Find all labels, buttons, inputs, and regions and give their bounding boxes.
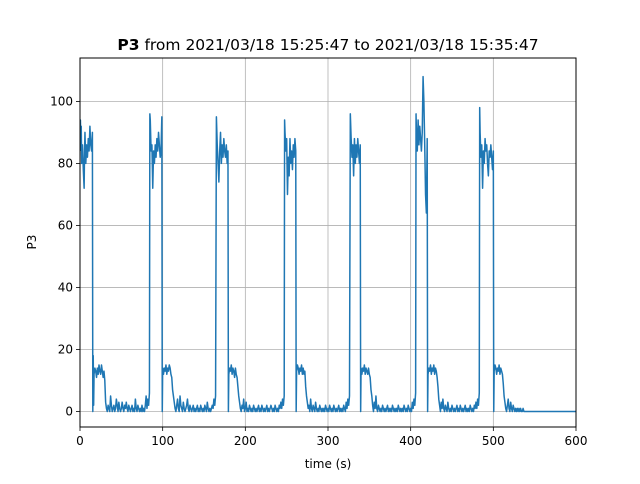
x-tick-label: 600 bbox=[565, 434, 588, 448]
chart-title: P3 from 2021/03/18 15:25:47 to 2021/03/1… bbox=[117, 36, 538, 54]
chart-title-rest: from 2021/03/18 15:25:47 to 2021/03/18 1… bbox=[140, 36, 539, 54]
x-tick-label: 0 bbox=[76, 434, 84, 448]
y-tick-label: 0 bbox=[65, 404, 73, 418]
x-tick-label: 400 bbox=[399, 434, 422, 448]
y-tick-label: 100 bbox=[50, 94, 73, 108]
x-axis-label: time (s) bbox=[305, 457, 352, 471]
y-tick-label: 20 bbox=[58, 342, 73, 356]
x-tick-label: 100 bbox=[151, 434, 174, 448]
y-tick-label: 40 bbox=[58, 280, 73, 294]
x-tick-label: 200 bbox=[234, 434, 257, 448]
x-axis-ticks: 0 100 200 300 400 500 600 bbox=[76, 427, 587, 448]
x-tick-label: 500 bbox=[482, 434, 505, 448]
y-tick-label: 60 bbox=[58, 218, 73, 232]
y-tick-label: 80 bbox=[58, 156, 73, 170]
y-axis-label: P3 bbox=[25, 235, 39, 250]
chart-title-bold: P3 bbox=[117, 36, 139, 54]
series-line-p3 bbox=[80, 75, 576, 413]
x-tick-label: 300 bbox=[317, 434, 340, 448]
y-axis-ticks: 0 20 40 60 80 100 bbox=[50, 94, 80, 418]
plot-area bbox=[80, 75, 576, 413]
